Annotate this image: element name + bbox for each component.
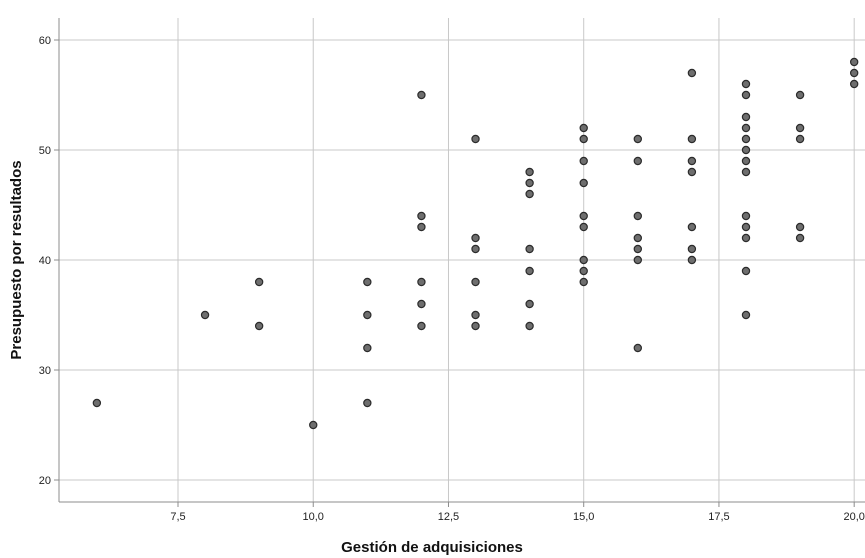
data-point <box>687 255 697 265</box>
x-tick-label: 10,0 <box>303 511 324 523</box>
data-point <box>579 222 588 232</box>
data-point <box>687 68 697 78</box>
gridlines <box>54 18 865 507</box>
data-point <box>525 167 534 177</box>
x-tick-label: 20,0 <box>843 511 864 523</box>
data-point <box>579 156 588 166</box>
data-point <box>849 68 859 78</box>
data-point <box>525 321 534 331</box>
data-point <box>417 299 426 309</box>
data-point <box>687 167 697 177</box>
data-point <box>741 211 751 221</box>
data-point <box>92 398 102 408</box>
data-point <box>579 277 588 287</box>
data-point <box>471 277 480 287</box>
data-point <box>525 178 534 188</box>
data-point <box>687 222 697 232</box>
data-point <box>200 310 210 320</box>
data-point <box>741 233 751 243</box>
x-tick-label: 17,5 <box>708 511 729 523</box>
data-point <box>471 134 480 144</box>
y-tick-label: 30 <box>39 365 51 377</box>
data-point <box>633 233 643 243</box>
data-point <box>363 343 372 353</box>
tick-labels: 20 30 40 50 60 7,5 10,0 12,5 15,0 17,5 20,0 <box>39 35 865 523</box>
data-point <box>471 244 480 254</box>
data-point <box>309 420 318 430</box>
data-point <box>687 156 697 166</box>
data-point <box>525 299 534 309</box>
y-tick-label: 40 <box>39 255 51 267</box>
data-point <box>579 255 588 265</box>
data-point <box>579 266 588 276</box>
data-point <box>849 57 859 67</box>
data-point <box>417 90 426 100</box>
data-point <box>633 134 643 144</box>
data-point <box>795 90 805 100</box>
data-points <box>92 57 859 430</box>
x-tick-label: 12,5 <box>438 511 459 523</box>
data-point <box>579 178 588 188</box>
data-point <box>741 222 751 232</box>
data-point <box>633 343 643 353</box>
data-point <box>795 134 805 144</box>
data-point <box>471 321 480 331</box>
data-point <box>579 123 588 133</box>
data-point <box>741 266 751 276</box>
data-point <box>633 156 643 166</box>
data-point <box>254 321 264 331</box>
data-point <box>363 398 372 408</box>
axes <box>58 18 865 503</box>
data-point <box>363 277 372 287</box>
y-tick-label: 50 <box>39 145 51 157</box>
data-point <box>633 211 643 221</box>
data-point <box>741 134 751 144</box>
data-point <box>741 310 751 320</box>
data-point <box>741 112 751 122</box>
data-point <box>741 167 751 177</box>
x-tick-label: 7,5 <box>170 511 185 523</box>
data-point <box>741 156 751 166</box>
y-tick-label: 60 <box>39 35 51 47</box>
data-point <box>417 211 426 221</box>
data-point <box>795 123 805 133</box>
data-point <box>579 134 588 144</box>
data-point <box>741 79 751 89</box>
data-point <box>633 255 643 265</box>
data-point <box>795 222 805 232</box>
data-point <box>579 211 588 221</box>
data-point <box>525 244 534 254</box>
data-point <box>417 277 426 287</box>
data-point <box>363 310 372 320</box>
data-point <box>417 321 426 331</box>
data-point <box>471 310 480 320</box>
y-tick-label: 20 <box>39 475 51 487</box>
data-point <box>254 277 264 287</box>
data-point <box>471 233 480 243</box>
x-tick-label: 15,0 <box>573 511 594 523</box>
data-point <box>849 79 859 89</box>
data-point <box>741 90 751 100</box>
y-axis-title: Presupuesto por resultados <box>8 160 25 359</box>
data-point <box>633 244 643 254</box>
data-point <box>525 266 534 276</box>
data-point <box>741 145 751 155</box>
data-point <box>741 123 751 133</box>
data-point <box>417 222 426 232</box>
data-point <box>687 244 697 254</box>
x-axis-title: Gestión de adquisiciones <box>341 539 523 556</box>
data-point <box>525 189 534 199</box>
data-point <box>687 134 697 144</box>
data-point <box>795 233 805 243</box>
